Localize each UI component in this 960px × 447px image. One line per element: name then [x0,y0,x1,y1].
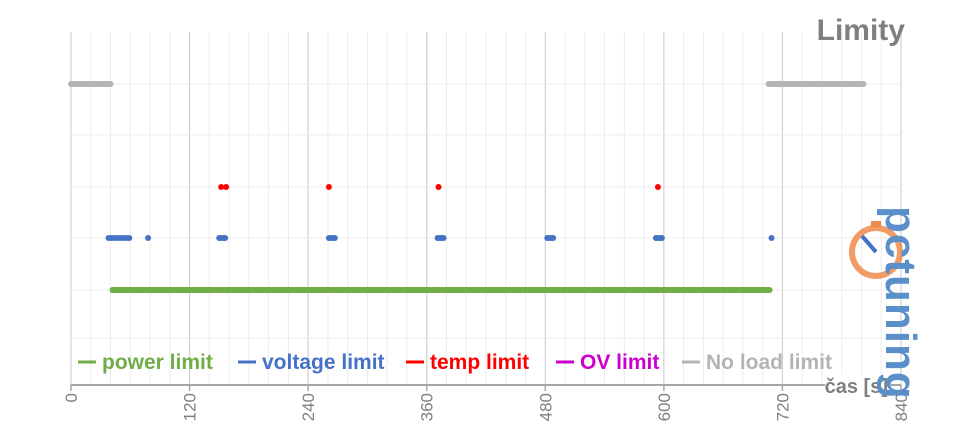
legend-label: temp limit [430,351,529,374]
series-layer [68,81,867,293]
legend-label: power limit [102,351,213,374]
data-point [435,184,442,190]
grid [70,32,902,385]
x-tick-label: 840 [892,393,911,421]
x-tick-label: 360 [418,393,437,421]
data-point [145,235,152,241]
x-tick-label: 480 [536,393,555,421]
data-point [658,235,665,241]
data-point [550,235,557,241]
x-tick-label: 120 [181,393,200,421]
legend-label: voltage limit [262,351,385,374]
legend-item: OV limit [556,351,659,374]
series-temp-limit [218,184,661,190]
x-tick-label: 0 [62,393,81,402]
data-point [218,184,225,190]
legend-label: No load limit [706,351,832,374]
data-point [440,235,447,241]
data-point [223,184,230,190]
data-point [222,235,229,241]
legend-item: power limit [78,351,213,374]
x-tick-label: 240 [299,393,318,421]
data-point [654,184,661,190]
pctuning-watermark: pctuning [849,206,925,400]
x-axis-label: čas [s] [825,376,888,398]
x-axis: 0 120 240 360 480 600 720 840 [62,384,911,421]
data-point [325,184,332,190]
x-tick-label: 600 [655,393,674,421]
data-point [768,235,775,241]
legend-label: OV limit [580,351,659,374]
watermark-text: pctuning [876,206,925,400]
legend-item: temp limit [406,351,529,374]
xlabel-backdrop [825,375,891,399]
x-tick-label: 720 [773,393,792,421]
data-point [126,235,133,241]
legend-item: voltage limit [238,351,385,374]
stopwatch-logo-icon [849,221,903,279]
chart-title: Limity [817,14,906,47]
data-point [331,235,338,241]
legend: power limit voltage limit temp limit OV lim… [78,351,832,374]
legend-item: No load limit [682,351,832,374]
series-voltage-limit [105,235,775,241]
